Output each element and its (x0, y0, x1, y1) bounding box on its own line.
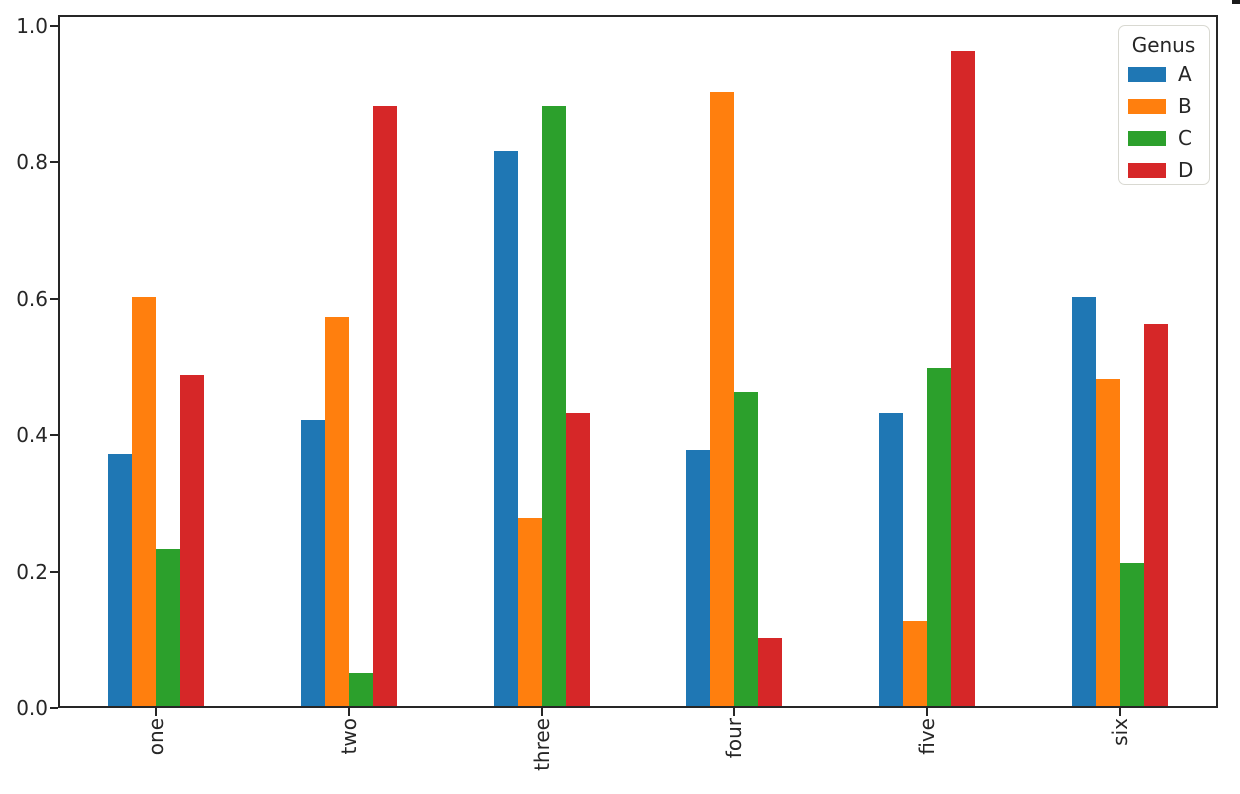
bar-D-five (951, 51, 975, 706)
x-tick-label-three: three (530, 718, 554, 771)
y-tick-label: 0.4 (16, 423, 48, 448)
y-tick-mark (50, 570, 58, 573)
bar-C-two (349, 673, 373, 706)
x-tick-mark (1118, 708, 1121, 716)
y-tick-mark (50, 297, 58, 300)
y-tick-mark (50, 707, 58, 709)
bar-B-six (1095, 379, 1120, 706)
bar-C-three (541, 106, 566, 706)
bar-B-one (132, 297, 157, 706)
x-tick-label-two: two (337, 718, 361, 754)
bar-A-two (301, 420, 325, 706)
x-tick-mark (926, 708, 928, 716)
legend-swatch-c-icon (1128, 130, 1166, 146)
legend-label-b: B (1178, 94, 1192, 118)
x-tick-label-text: one (144, 718, 169, 756)
y-tick-label: 0.0 (16, 696, 48, 720)
x-tick-label-one: one (144, 718, 168, 755)
legend-label-d: D (1178, 158, 1194, 182)
x-tick-label-text: six (1107, 718, 1132, 746)
x-tick-label-four: four (722, 718, 746, 758)
bar-C-six (1119, 563, 1144, 706)
legend-swatch-b-icon (1128, 98, 1166, 114)
legend-entry-c: C (1128, 122, 1199, 154)
y-tick-label: 0.2 (16, 559, 48, 584)
legend-entry-a: A (1128, 58, 1199, 90)
y-tick-mark (50, 161, 58, 164)
x-tick-label-text: three (529, 718, 554, 771)
bar-B-five (903, 621, 927, 706)
bar-D-two (373, 106, 397, 706)
bar-A-four (686, 450, 711, 706)
x-tick-label-text: four (722, 718, 747, 759)
legend-label-c: C (1178, 126, 1192, 150)
bar-B-two (325, 317, 349, 706)
x-tick-mark (348, 708, 350, 716)
bar-A-five (879, 413, 903, 706)
bar-A-six (1071, 297, 1096, 706)
y-tick-mark (50, 24, 58, 27)
bar-C-five (927, 368, 951, 706)
bar-B-four (710, 92, 735, 706)
bar-C-one (156, 549, 181, 706)
y-tick-label: 1.0 (16, 13, 48, 38)
bar-A-one (108, 454, 133, 706)
bar-D-four (758, 638, 783, 706)
legend-entry-d: D (1128, 154, 1199, 186)
x-tick-label-five: five (915, 718, 939, 755)
legend-title: Genus (1131, 33, 1196, 57)
legend-label-a: A (1178, 62, 1192, 86)
y-tick-mark (50, 434, 58, 437)
x-tick-mark (155, 708, 158, 716)
legend-entry-b: B (1128, 90, 1199, 122)
x-tick-label-text: five (915, 718, 939, 755)
bar-A-three (493, 151, 518, 706)
y-tick-label: 0.8 (16, 150, 48, 175)
bar-D-one (180, 375, 205, 706)
bar-B-three (517, 518, 542, 706)
bar-D-six (1143, 324, 1168, 706)
x-tick-label-text: two (337, 718, 361, 755)
legend-swatch-a-icon (1128, 66, 1166, 82)
x-tick-mark (733, 708, 736, 716)
bar-C-four (734, 392, 759, 706)
y-tick-label: 0.6 (16, 286, 48, 311)
legend-swatch-d-icon (1128, 162, 1166, 178)
x-tick-label-six: six (1108, 718, 1132, 746)
x-tick-mark (540, 708, 543, 716)
screenshot-corner-artifact (1232, 0, 1240, 4)
plot-area (58, 15, 1218, 708)
bar-D-three (565, 413, 590, 706)
legend: Genus A B C D (1118, 25, 1210, 185)
